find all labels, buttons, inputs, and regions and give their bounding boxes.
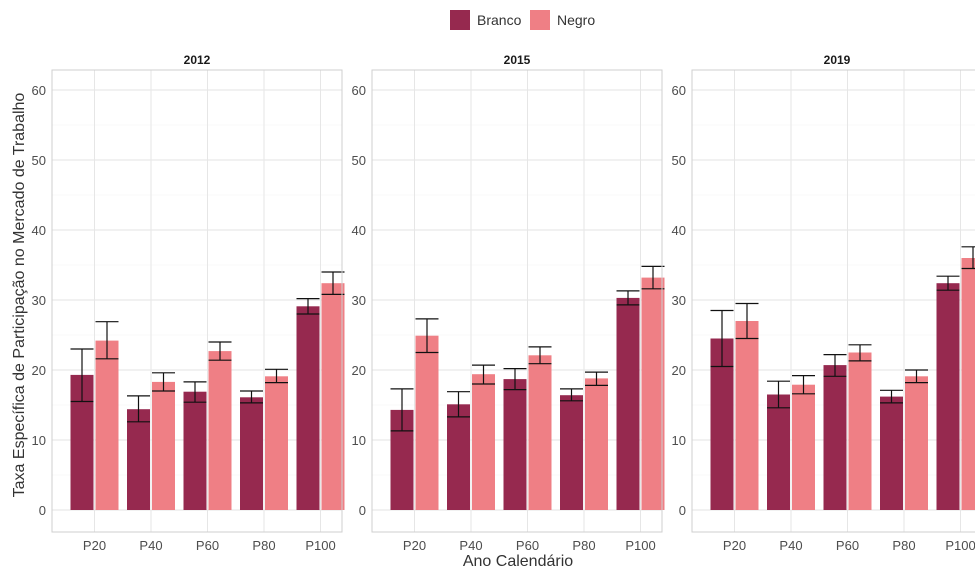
y-tick-label: 40 bbox=[672, 223, 686, 238]
bar-negro-p80 bbox=[265, 376, 288, 510]
bar-branco-p100 bbox=[937, 283, 960, 510]
y-tick-label: 0 bbox=[39, 503, 46, 518]
x-tick-label: P40 bbox=[779, 538, 802, 553]
bar-negro-p40 bbox=[472, 374, 495, 510]
bar-negro-p80 bbox=[585, 378, 608, 510]
bar-negro-p40 bbox=[792, 385, 815, 510]
x-tick-label: P100 bbox=[945, 538, 975, 553]
legend-swatch-negro bbox=[530, 10, 550, 30]
bar-branco-p40 bbox=[447, 404, 470, 510]
y-tick-label: 50 bbox=[352, 153, 366, 168]
y-tick-label: 10 bbox=[672, 433, 686, 448]
bar-branco-p100 bbox=[617, 298, 640, 510]
bar-negro-p100 bbox=[962, 258, 975, 510]
bar-branco-p60 bbox=[824, 365, 847, 510]
y-tick-label: 30 bbox=[672, 293, 686, 308]
bar-negro-p60 bbox=[209, 351, 232, 510]
y-tick-label: 40 bbox=[32, 223, 46, 238]
bar-branco-p40 bbox=[127, 409, 150, 510]
x-tick-label: P20 bbox=[723, 538, 746, 553]
y-tick-label: 20 bbox=[672, 363, 686, 378]
bar-negro-p100 bbox=[642, 278, 665, 510]
bar-branco-p80 bbox=[560, 395, 583, 510]
bar-negro-p100 bbox=[322, 283, 345, 510]
x-tick-label: P40 bbox=[139, 538, 162, 553]
legend-label-negro: Negro bbox=[557, 12, 595, 28]
y-tick-label: 0 bbox=[679, 503, 686, 518]
x-tick-label: P80 bbox=[252, 538, 275, 553]
y-axis-title: Taxa Específica de Participação no Merca… bbox=[11, 93, 28, 498]
legend-label-branco: Branco bbox=[477, 12, 522, 28]
y-tick-label: 60 bbox=[352, 83, 366, 98]
x-tick-label: P60 bbox=[196, 538, 219, 553]
y-tick-label: 50 bbox=[672, 153, 686, 168]
bar-negro-p80 bbox=[905, 376, 928, 510]
bar-branco-p100 bbox=[297, 306, 320, 510]
x-tick-label: P40 bbox=[459, 538, 482, 553]
bar-negro-p20 bbox=[416, 336, 439, 510]
y-tick-label: 10 bbox=[352, 433, 366, 448]
y-tick-label: 50 bbox=[32, 153, 46, 168]
panel-title: 2012 bbox=[184, 53, 211, 67]
panels-layer: 2012 0 10 20 30 40 50 60 P20 P40 P60 P80 P100 2015 0 10… bbox=[32, 53, 975, 553]
y-tick-label: 30 bbox=[32, 293, 46, 308]
bar-branco-p80 bbox=[880, 397, 903, 510]
bar-negro-p20 bbox=[736, 321, 759, 510]
panel-2012: 2012 0 10 20 30 40 50 60 P20 P40 P60 P80 P100 bbox=[32, 53, 345, 553]
bar-negro-p40 bbox=[152, 382, 175, 510]
panel-2019: 2019 0 10 20 30 40 50 60 P20 P40 P60 P80 P100 bbox=[672, 53, 975, 553]
x-tick-label: P80 bbox=[892, 538, 915, 553]
y-tick-label: 20 bbox=[352, 363, 366, 378]
y-tick-label: 60 bbox=[32, 83, 46, 98]
panel-2015: 2015 0 10 20 30 40 50 60 P20 P40 P60 P80 P100 bbox=[352, 53, 665, 553]
y-tick-label: 40 bbox=[352, 223, 366, 238]
bar-negro-p60 bbox=[849, 353, 872, 511]
bar-branco-p60 bbox=[184, 392, 207, 510]
x-tick-label: P100 bbox=[305, 538, 335, 553]
x-tick-label: P60 bbox=[836, 538, 859, 553]
x-tick-label: P20 bbox=[83, 538, 106, 553]
x-tick-label: P80 bbox=[572, 538, 595, 553]
bar-branco-p60 bbox=[504, 379, 527, 510]
x-axis-title: Ano Calendário bbox=[463, 553, 573, 567]
x-tick-label: P100 bbox=[625, 538, 655, 553]
y-tick-label: 0 bbox=[359, 503, 366, 518]
y-tick-label: 60 bbox=[672, 83, 686, 98]
panel-title: 2019 bbox=[824, 53, 851, 67]
x-tick-label: P60 bbox=[516, 538, 539, 553]
bar-negro-p20 bbox=[96, 341, 119, 510]
bar-branco-p80 bbox=[240, 397, 263, 510]
panel-title: 2015 bbox=[504, 53, 531, 67]
y-tick-label: 10 bbox=[32, 433, 46, 448]
legend: Branco Negro bbox=[450, 10, 595, 30]
bar-negro-p60 bbox=[529, 355, 552, 510]
y-tick-label: 20 bbox=[32, 363, 46, 378]
bar-branco-p40 bbox=[767, 395, 790, 511]
y-tick-label: 30 bbox=[352, 293, 366, 308]
legend-swatch-branco bbox=[450, 10, 470, 30]
x-tick-label: P20 bbox=[403, 538, 426, 553]
